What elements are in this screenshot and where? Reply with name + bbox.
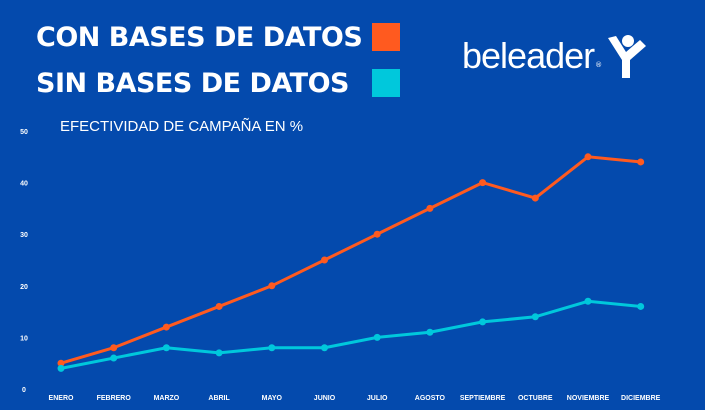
legend-item-sin: SIN BASES DE DATOS: [36, 60, 400, 106]
series-line-1: [60, 155, 641, 365]
data-point: [584, 297, 592, 305]
person-icon: [608, 35, 647, 78]
x-tick-label: SEPTIEMBRE: [460, 395, 506, 402]
legend-swatch-orange: [372, 23, 400, 51]
data-point: [215, 302, 223, 310]
data-point: [531, 194, 539, 202]
x-tick-label: NOVIEMBRE: [567, 395, 610, 402]
data-point: [110, 344, 118, 352]
data-point: [162, 323, 170, 331]
x-tick-label: MAYO: [262, 395, 283, 402]
data-point: [268, 282, 276, 290]
data-point: [584, 153, 592, 161]
x-tick-label: ENERO: [49, 395, 74, 402]
data-point: [426, 328, 434, 336]
y-tick-label: 0: [22, 387, 26, 394]
data-point: [637, 302, 645, 310]
x-tick-label: OCTUBRE: [518, 395, 553, 402]
series-line-2: [60, 299, 641, 370]
beleader-logo: beleader ®: [462, 34, 647, 78]
data-point: [479, 179, 487, 187]
data-point: [531, 313, 539, 321]
x-tick-label: DICIEMBRE: [621, 395, 661, 402]
data-point: [321, 256, 328, 264]
x-tick-label: JUNIO: [314, 395, 336, 402]
x-tick-label: ABRIL: [208, 395, 230, 402]
chart-title: EFECTIVIDAD DE CAMPAÑA EN %: [60, 118, 304, 135]
legend-label: CON BASES DE DATOS: [36, 21, 363, 53]
x-tick-label: AGOSTO: [415, 395, 446, 402]
data-point: [637, 158, 645, 166]
legend-item-con: CON BASES DE DATOS: [36, 14, 400, 60]
logo-text: beleader: [462, 35, 595, 76]
legend-swatch-cyan: [372, 69, 400, 97]
y-tick-label: 10: [20, 335, 28, 342]
data-point: [162, 344, 170, 352]
legend: CON BASES DE DATOS SIN BASES DE DATOS: [36, 14, 400, 106]
data-point: [215, 349, 223, 357]
data-point: [321, 344, 328, 352]
data-point: [373, 333, 381, 341]
x-tick-label: JULIO: [367, 395, 388, 402]
data-point: [57, 364, 65, 372]
data-point: [479, 318, 487, 326]
y-tick-label: 50: [20, 129, 28, 136]
registered-mark: ®: [595, 61, 603, 69]
data-point: [110, 354, 118, 362]
x-tick-label: FEBRERO: [97, 395, 132, 402]
y-tick-label: 20: [20, 284, 28, 291]
y-tick-label: 40: [20, 181, 28, 188]
data-point: [57, 359, 65, 367]
data-point: [373, 230, 381, 238]
data-point: [268, 344, 276, 352]
x-tick-label: MARZO: [154, 395, 180, 402]
data-point: [426, 204, 434, 212]
y-tick-label: 30: [20, 232, 28, 239]
legend-label: SIN BASES DE DATOS: [36, 67, 349, 99]
